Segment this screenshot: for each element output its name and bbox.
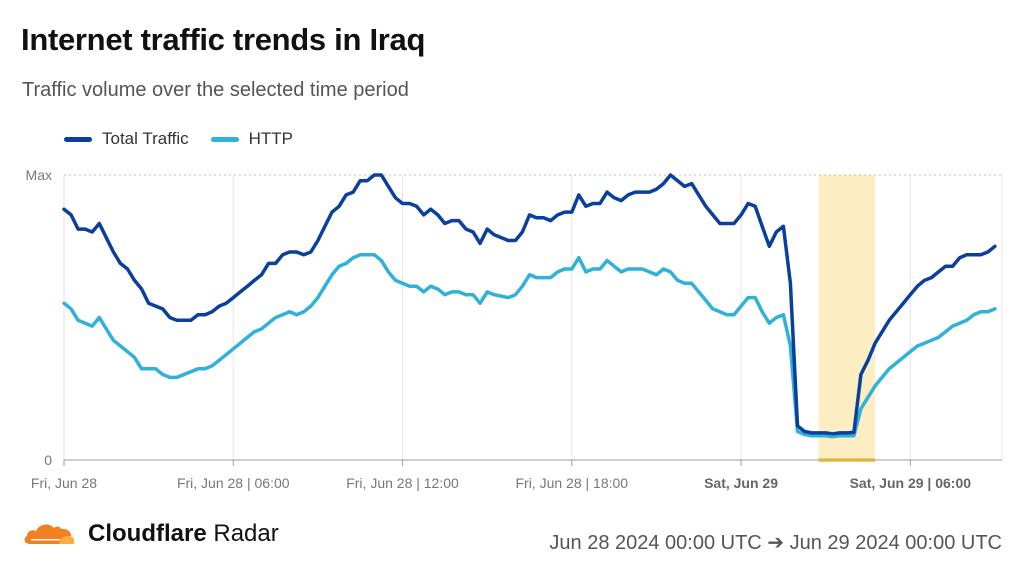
cloudflare-radar-brand: Cloudflare Radar [22,520,279,548]
brand-name-light: Radar [213,520,279,547]
legend-item-total-traffic[interactable]: Total Traffic [64,129,189,149]
chart-title: Internet traffic trends in Iraq [21,22,426,57]
legend: Total Traffic HTTP [64,129,315,149]
brand-name-bold: Cloudflare [88,520,207,547]
legend-item-http[interactable]: HTTP [210,129,294,149]
series-line-total-traffic [62,173,997,436]
series-line-http [62,253,997,439]
legend-label-total-traffic: Total Traffic [102,129,189,148]
x-tick-label: Fri, Jun 28 | 06:00 [177,475,290,491]
cloudflare-logo-icon [24,524,75,544]
y-tick-label: 0 [44,452,52,468]
x-tick-label: Fri, Jun 28 | 18:00 [515,475,628,491]
outage-highlight [818,175,876,460]
x-tick-label: Fri, Jun 28 [31,475,97,491]
date-range: Jun 28 2024 00:00 UTC ➔ Jun 29 2024 00:0… [549,532,1002,554]
brand-name: Cloudflare Radar [88,520,279,548]
x-tick-label: Sat, Jun 29 [704,475,778,491]
x-tick-label: Sat, Jun 29 | 06:00 [850,475,972,491]
legend-swatch-http [210,136,239,142]
x-tick-label: Fri, Jun 28 | 12:00 [346,475,459,491]
y-tick-label: Max [26,167,52,183]
legend-swatch-total-traffic [64,136,92,142]
legend-label-http: HTTP [248,129,294,148]
chart-subtitle: Traffic volume over the selected time pe… [22,79,409,101]
traffic-chart: 0 Max Fri, Jun 28 Fri, Jun 28 | 06:00 Fri, J… [26,167,1003,491]
